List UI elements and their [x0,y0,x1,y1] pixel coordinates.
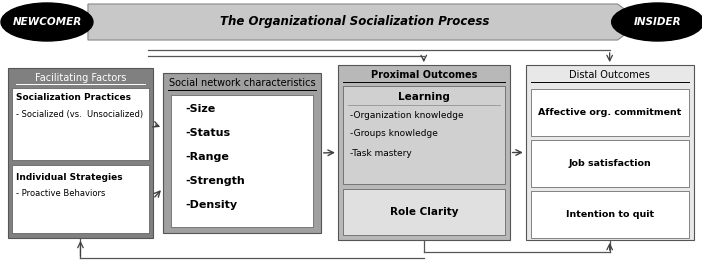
FancyBboxPatch shape [12,88,149,160]
Text: NEWCOMER: NEWCOMER [13,17,81,27]
Text: Socialization Practices: Socialization Practices [16,93,131,103]
Text: - Socialized (vs.  Unsocialized): - Socialized (vs. Unsocialized) [16,110,143,119]
FancyBboxPatch shape [343,86,505,184]
FancyBboxPatch shape [338,65,510,240]
FancyBboxPatch shape [163,73,321,233]
Text: -Size: -Size [185,104,215,114]
Text: Affective org. commitment: Affective org. commitment [538,108,682,117]
Polygon shape [88,4,642,40]
Text: Learning: Learning [398,92,450,102]
Text: Facilitating Factors: Facilitating Factors [35,73,126,83]
Text: -Strength: -Strength [185,176,245,186]
Text: INSIDER: INSIDER [634,17,682,27]
Text: -Task mastery: -Task mastery [350,148,411,157]
Text: -Density: -Density [185,200,237,210]
Text: The Organizational Socialization Process: The Organizational Socialization Process [220,15,489,29]
FancyBboxPatch shape [531,191,689,238]
Text: Role Clarity: Role Clarity [390,207,458,217]
FancyBboxPatch shape [171,95,313,227]
Text: Individual Strategies: Individual Strategies [16,173,123,181]
FancyBboxPatch shape [526,65,694,240]
FancyBboxPatch shape [12,165,149,233]
Text: Job satisfaction: Job satisfaction [569,159,651,168]
Text: Distal Outcomes: Distal Outcomes [569,70,650,80]
Text: -Range: -Range [185,152,229,162]
Text: Proximal Outcomes: Proximal Outcomes [371,70,477,80]
Text: -Organization knowledge: -Organization knowledge [350,110,463,120]
Text: Social network characteristics: Social network characteristics [168,78,315,88]
FancyBboxPatch shape [343,189,505,235]
FancyBboxPatch shape [531,89,689,136]
Ellipse shape [611,3,702,41]
Text: -Groups knowledge: -Groups knowledge [350,130,437,139]
Text: - Proactive Behaviors: - Proactive Behaviors [16,188,105,197]
FancyBboxPatch shape [531,140,689,187]
FancyBboxPatch shape [8,68,153,238]
Ellipse shape [1,3,93,41]
Text: -Status: -Status [185,128,230,138]
Text: Intention to quit: Intention to quit [566,210,654,219]
